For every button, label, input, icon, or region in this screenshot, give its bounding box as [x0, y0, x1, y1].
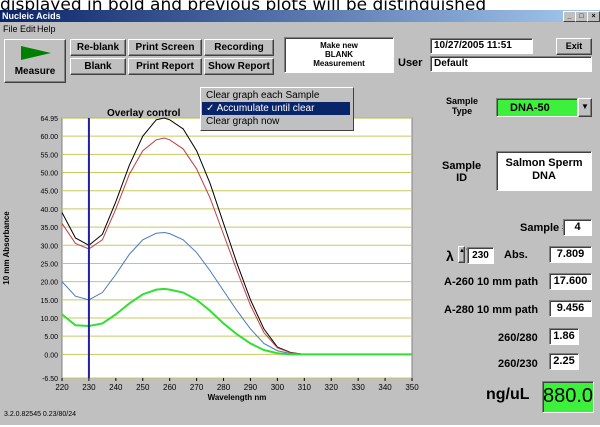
make-blank-panel[interactable]: Make new BLANK Measurement [284, 37, 394, 73]
y-tick-label: 60.00 [40, 134, 58, 141]
absorbance-plot[interactable]: 64.95 60.00 55.00 50.00 45.00 40.00 35.00 30.00… [0, 100, 428, 422]
abs-label: Abs. [504, 249, 528, 261]
play-arrow-icon [21, 46, 51, 60]
lambda-stepper[interactable]: ▲▼ [458, 246, 471, 263]
reblank-button[interactable]: Re-blank [70, 39, 126, 56]
y-tick-label: 64.95 [40, 116, 58, 123]
y-tick-label: 50.00 [40, 171, 58, 178]
y-tick-label: 55.00 [40, 152, 58, 159]
chevron-down-icon[interactable]: ▼ [578, 98, 592, 117]
user-field[interactable]: Default [430, 56, 592, 72]
x-tick-label: 310 [298, 383, 312, 392]
y-tick-label: 40.00 [40, 207, 58, 214]
measure-label: Measure [14, 66, 56, 77]
x-tick-label: 350 [405, 383, 419, 392]
sample-number-label: Sample # [520, 222, 569, 234]
title-bar: Nucleic Acids _ □ × [0, 10, 600, 22]
absorbance-chart: 64.95 60.00 55.00 50.00 45.00 40.00 35.00 30.00… [2, 108, 419, 418]
menu-bar: File Edit Help [0, 22, 600, 36]
window-title: Nucleic Acids [2, 11, 61, 21]
x-axis-label: Wavelength nm [208, 393, 267, 402]
abs-field: 7.809 [549, 246, 592, 263]
y-tick-label: -6.50 [42, 376, 58, 383]
y-tick-label: 45.00 [40, 189, 58, 196]
sample-type-value: DNA-50 [510, 102, 550, 114]
x-tick-label: 300 [271, 383, 285, 392]
a260-field: 17.600 [549, 273, 592, 290]
y-tick-label: 15.00 [40, 298, 58, 305]
x-tick-label: 340 [378, 383, 392, 392]
overlay-control-menu[interactable]: Clear graph each Sample ✓ Accumulate unt… [200, 87, 354, 131]
sample-number-field[interactable]: 4 [563, 219, 592, 236]
concentration-label: ng/uL [486, 386, 530, 403]
x-tick-label: 320 [325, 383, 339, 392]
exit-button[interactable]: Exit [556, 38, 592, 55]
recording-button[interactable]: Recording [204, 39, 274, 56]
application-window: Nucleic Acids _ □ × File Edit Help Measu… [0, 10, 600, 425]
x-tick-label: 280 [217, 383, 231, 392]
y-tick-label: 5.00 [44, 334, 58, 341]
menu-item-accumulate[interactable]: ✓ Accumulate until clear [202, 102, 350, 115]
sample-type-label: Sample Type [446, 96, 479, 116]
menu-item-clear-now[interactable]: Clear graph now [206, 116, 280, 127]
y-tick-label: 10.00 [40, 316, 58, 323]
ratio-260-230-label: 260/230 [498, 358, 538, 370]
menu-edit[interactable]: Edit [20, 24, 36, 34]
ratio-260-280-field: 1.86 [549, 328, 579, 345]
close-button[interactable]: × [587, 11, 600, 22]
y-tick-label: 25.00 [40, 261, 58, 268]
ratio-260-230-field: 2.25 [549, 353, 579, 370]
lambda-symbol: λ [446, 248, 454, 264]
a280-field: 9.456 [549, 300, 592, 317]
series-line [61, 287, 412, 356]
sample-id-label: Sample ID [442, 160, 482, 184]
plot-area [61, 117, 413, 379]
y-tick-label: 35.00 [40, 225, 58, 232]
menu-help[interactable]: Help [37, 24, 56, 34]
x-tick-label: 250 [136, 383, 150, 392]
show-report-button[interactable]: Show Report [204, 58, 274, 75]
print-screen-button[interactable]: Print Screen [128, 39, 202, 56]
y-axis-label: 10 mm Absorbance [2, 211, 11, 285]
sample-id-field[interactable]: Salmon Sperm DNA [496, 151, 592, 191]
x-tick-label: 330 [351, 383, 365, 392]
sample-type-select[interactable]: DNA-50 [496, 98, 578, 117]
blank-button[interactable]: Blank [70, 58, 126, 75]
print-report-button[interactable]: Print Report [128, 58, 202, 75]
menu-item-clear-each-sample[interactable]: Clear graph each Sample [206, 90, 320, 101]
x-tick-label: 270 [190, 383, 204, 392]
x-tick-label: 290 [244, 383, 258, 392]
lambda-field[interactable]: 230 [467, 247, 494, 264]
ratio-260-280-label: 260/280 [498, 332, 538, 344]
chart-title: Overlay control [107, 108, 181, 119]
a280-label: A-280 10 mm path [444, 304, 539, 316]
x-tick-label: 220 [55, 383, 69, 392]
y-tick-label: 20.00 [40, 280, 58, 287]
measure-button[interactable]: Measure [4, 39, 66, 83]
menu-file[interactable]: File [3, 24, 18, 34]
y-tick-label: 30.00 [40, 243, 58, 250]
datetime-field: 10/27/2005 11:51 [430, 38, 533, 54]
y-tick-label: 0.00 [44, 352, 58, 359]
x-tick-label: 260 [163, 383, 177, 392]
x-tick-label: 230 [82, 383, 96, 392]
user-label: User [398, 57, 423, 69]
a260-label: A-260 10 mm path [444, 276, 539, 288]
x-tick-label: 240 [109, 383, 123, 392]
concentration-display: 880.0 [542, 381, 594, 413]
version-footer: 3.2.0.82545 0.23/80/24 [4, 411, 76, 418]
